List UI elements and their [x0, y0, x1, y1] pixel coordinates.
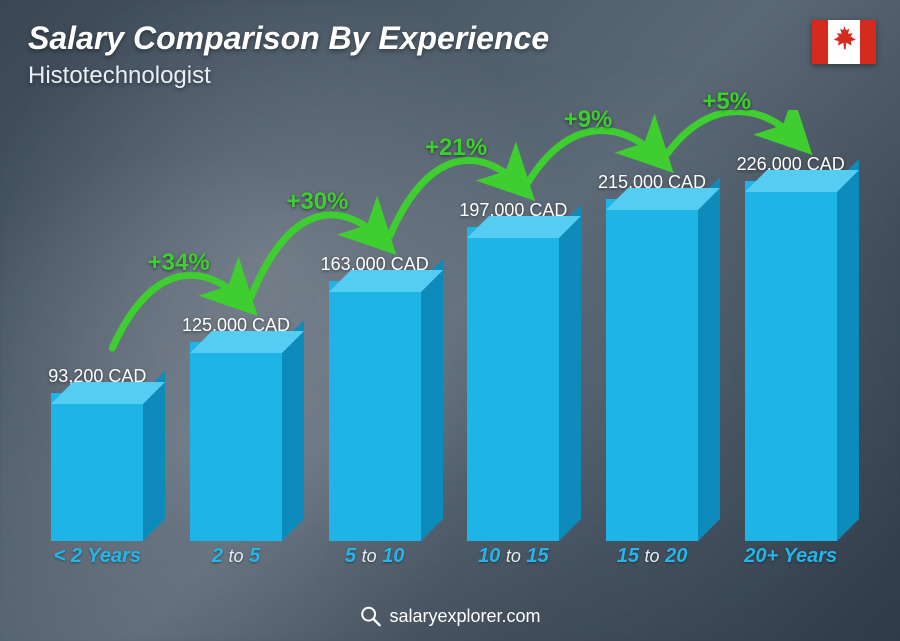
bar	[745, 181, 837, 541]
increment-pct: +21%	[425, 134, 487, 162]
canada-flag-icon	[812, 20, 876, 64]
bar-side-face	[698, 177, 720, 541]
bar	[51, 393, 143, 541]
x-label: 10 to 15	[444, 545, 583, 568]
bar-column: 125,000 CAD	[167, 315, 306, 541]
bar-front-face	[329, 281, 421, 541]
bar-column: 215,000 CAD	[583, 172, 722, 541]
bars-container: 93,200 CAD125,000 CAD163,000 CAD197,000 …	[28, 110, 860, 541]
bar	[606, 199, 698, 541]
bar-front-face	[467, 227, 559, 541]
page-subtitle: Histotechnologist	[28, 62, 211, 90]
bar-side-face	[421, 259, 443, 541]
page-title: Salary Comparison By Experience	[28, 20, 549, 57]
bar-front-face	[190, 342, 282, 541]
bar	[190, 342, 282, 541]
x-label-pre: 15	[617, 545, 639, 567]
x-label-post: Years	[783, 545, 837, 567]
x-label-pre: 10	[478, 545, 500, 567]
x-label-mid: to	[645, 546, 660, 566]
bar-column: 197,000 CAD	[444, 200, 583, 541]
x-label: 15 to 20	[583, 545, 722, 568]
bar-front-face	[606, 199, 698, 541]
bar-chart: 93,200 CAD125,000 CAD163,000 CAD197,000 …	[28, 110, 860, 571]
x-label: 5 to 10	[305, 545, 444, 568]
bar-column: 163,000 CAD	[305, 254, 444, 541]
x-label-pre: < 2	[54, 545, 82, 567]
x-label-mid: to	[506, 546, 521, 566]
footer: salaryexplorer.com	[359, 605, 540, 627]
x-label-pre: 2	[212, 545, 223, 567]
increment-pct: +5%	[702, 88, 751, 116]
bar-front-face	[51, 393, 143, 541]
footer-text: salaryexplorer.com	[389, 606, 540, 627]
search-icon	[359, 605, 381, 627]
x-label: 20+ Years	[721, 545, 860, 568]
bar	[467, 227, 559, 541]
x-label-post: 15	[526, 545, 548, 567]
x-label-post: 20	[665, 545, 687, 567]
bar-side-face	[837, 159, 859, 541]
x-label-pre: 20+	[744, 545, 778, 567]
increment-pct: +9%	[564, 106, 613, 134]
x-label-mid: to	[362, 546, 377, 566]
x-axis-labels: < 2 Years2 to 55 to 1010 to 1515 to 2020…	[28, 541, 860, 571]
bar-front-face	[745, 181, 837, 541]
x-label: 2 to 5	[167, 545, 306, 568]
bar-side-face	[282, 320, 304, 541]
bar-column: 93,200 CAD	[28, 366, 167, 541]
bar-side-face	[559, 205, 581, 541]
increment-pct: +34%	[148, 249, 210, 277]
bar-column: 226,000 CAD	[721, 154, 860, 541]
increment-pct: +30%	[286, 188, 348, 216]
x-label-post: 10	[382, 545, 404, 567]
bar	[329, 281, 421, 541]
x-label-post: 5	[249, 545, 260, 567]
x-label-post: Years	[87, 545, 141, 567]
x-label-pre: 5	[345, 545, 356, 567]
x-label-mid: to	[229, 546, 244, 566]
infographic-canvas: Salary Comparison By Experience Histotec…	[0, 0, 900, 641]
x-label: < 2 Years	[28, 545, 167, 568]
